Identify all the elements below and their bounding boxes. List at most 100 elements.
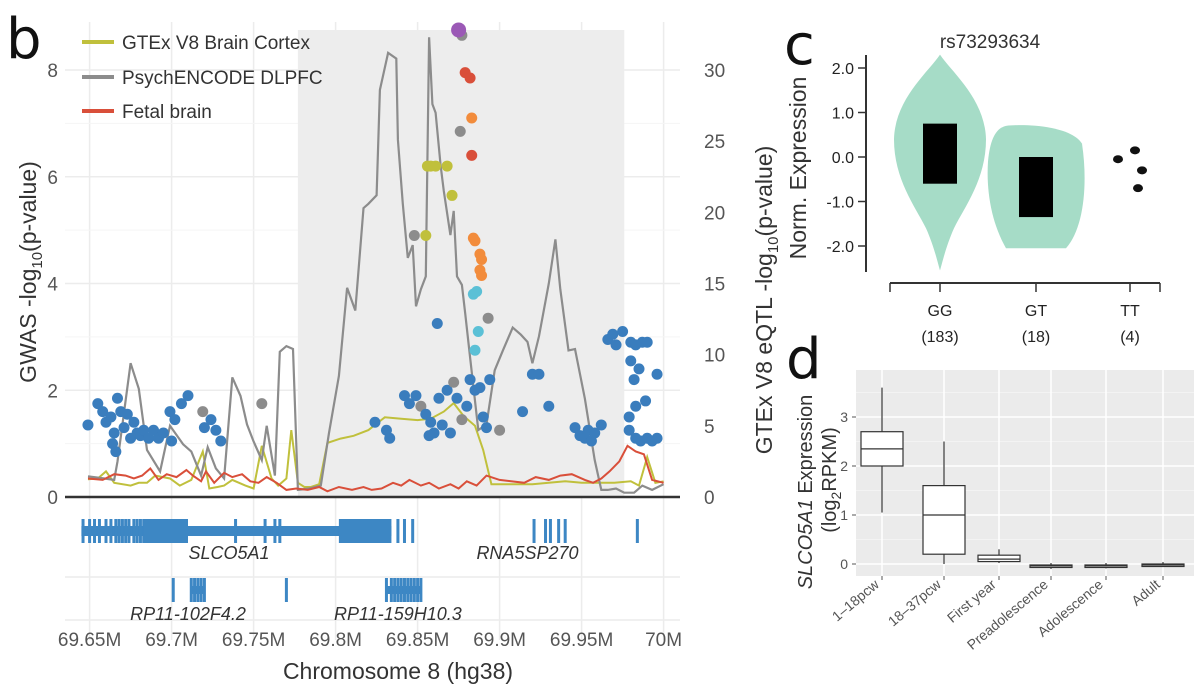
gwas-point [476, 269, 488, 281]
gwas-point [641, 336, 653, 348]
gwas-point [166, 435, 178, 447]
gwas-point [444, 427, 456, 439]
gene-exon [393, 578, 397, 602]
gene-exon [278, 519, 282, 543]
gwas-point [164, 406, 176, 418]
gene-exon [114, 519, 118, 543]
boxplot-y-tick-label: 1 [840, 507, 848, 523]
gwas-point [623, 424, 635, 436]
gene-exon [120, 519, 124, 543]
gene-exon [284, 578, 288, 602]
gwas-point [169, 414, 181, 426]
right-y-axis: 0 5 10 15 20 25 30 [704, 61, 725, 509]
gwas-point [464, 72, 476, 84]
x-axis-title: Chromosome 8 (hg38) [283, 658, 513, 684]
gwas-point [369, 416, 381, 428]
gene-RP11-102F4.2: RP11-102F4.2 [130, 578, 246, 624]
gwas-point [482, 312, 494, 324]
gwas-point [431, 318, 443, 330]
gwas-point [484, 374, 496, 386]
gene-label: RP11-102F4.2 [130, 604, 246, 624]
legend-label-psychencode: PsychENCODE DLPFC [122, 68, 323, 89]
gene-exon [416, 578, 420, 602]
gwas-point [210, 424, 222, 436]
gwas-point [175, 398, 187, 410]
boxplot-background [856, 370, 1194, 576]
gene-label: RP11-159H10.3 [334, 604, 462, 624]
boxplot-y-axis-title-line2: (log2RPKM) [819, 427, 844, 533]
tt-point [1130, 146, 1140, 155]
gwas-point [148, 424, 160, 436]
left-y-tick-label: 2 [47, 381, 58, 402]
right-y-axis-title: GTEx V8 eQTL -log10(p-value) [751, 146, 782, 455]
gwas-point [420, 229, 432, 241]
gwas-point [476, 253, 488, 265]
violin-iqr-box [923, 123, 957, 184]
gwas-point [633, 363, 645, 375]
gwas-point [628, 374, 640, 386]
gwas-point [480, 422, 492, 434]
x-tick-label: 69.9M [473, 630, 526, 651]
violin-axes: 2.0 1.0 0.0 -1.0 -2.0 GG (183) GT (18) TT (4) [826, 55, 1161, 346]
box-iqr [922, 485, 966, 555]
violin-title: rs73293634 [940, 32, 1041, 53]
gwas-point [569, 422, 581, 434]
boxplot-x-tick-label: 18–37pcw [885, 575, 945, 629]
gwas-point [640, 395, 652, 407]
panel-b-letter: b [6, 7, 42, 72]
gwas-point [461, 400, 473, 412]
gwas-point [595, 419, 607, 431]
gwas-point [625, 355, 637, 367]
panel-b: b 0 2 4 6 8 0 5 10 15 20 25 30 SLCO5A1 RNA5SP270 RP1… [6, 7, 782, 684]
gene-exon [127, 519, 131, 543]
gene-exon [563, 519, 567, 543]
boxplot-y-tick-label: 2 [840, 458, 848, 474]
gwas-point [469, 235, 481, 247]
gene-exon [557, 519, 561, 543]
gene-exon [263, 519, 267, 543]
right-y-tick-label: 25 [704, 132, 725, 153]
gwas-point [467, 288, 479, 300]
gwas-point [138, 424, 150, 436]
gene-exon [93, 519, 97, 543]
boxplot-0 [860, 387, 904, 513]
gwas-point [423, 430, 435, 442]
gwas-point [256, 398, 268, 410]
violin-y-tick-label: -1.0 [826, 195, 854, 212]
gwas-point [384, 432, 396, 444]
gene-exon [412, 578, 416, 602]
gene-exon [402, 519, 406, 543]
gwas-point [517, 406, 529, 418]
violin-y-tick-label: 0.0 [832, 150, 854, 167]
gwas-point [607, 328, 619, 340]
gene-exon [635, 519, 639, 543]
gene-exon [234, 519, 238, 543]
boxplot-1 [922, 441, 966, 564]
gwas-point [398, 390, 410, 402]
left-y-axis: 0 2 4 6 8 [47, 61, 58, 509]
gwas-point [82, 419, 94, 431]
x-tick-label: 69.7M [145, 630, 198, 651]
boxplot-x-tick-label: Adult [1128, 576, 1163, 609]
gwas-point [118, 422, 130, 434]
eqtl-lines [87, 37, 665, 494]
boxplot-3 [1029, 563, 1073, 569]
gwas-point [630, 400, 642, 412]
gwas-point [610, 339, 622, 351]
gene-exon [544, 519, 548, 543]
gwas-point [128, 416, 140, 428]
gwas-point [543, 400, 555, 412]
gene-RP11-159H10.3: RP11-159H10.3 [284, 578, 462, 624]
boxplot-y-tick-label: 3 [840, 409, 848, 425]
gene-exon [171, 578, 175, 602]
violin-y-axis-title: Norm. Expression [785, 77, 811, 260]
gene-exon [532, 519, 536, 543]
right-y-tick-label: 30 [704, 61, 725, 82]
gene-exon [389, 578, 393, 602]
legend: GTEx V8 Brain Cortex PsychENCODE DLPFC F… [82, 33, 323, 123]
gene-label: SLCO5A1 [188, 543, 269, 563]
boxplot-x-tick-label: 1–18pcw [829, 575, 883, 624]
violin-count-label: (4) [1120, 329, 1140, 346]
